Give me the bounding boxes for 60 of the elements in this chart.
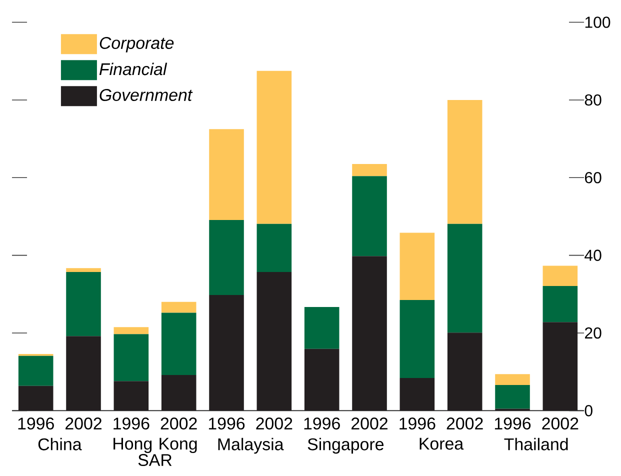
bar xyxy=(542,266,578,286)
bar xyxy=(161,374,196,411)
bar xyxy=(447,100,482,224)
text: Korea xyxy=(420,438,464,450)
bar xyxy=(114,381,149,411)
legend-label: Corporate xyxy=(100,37,174,52)
legend-label: Financial xyxy=(99,62,168,76)
bar xyxy=(114,327,149,334)
bar xyxy=(256,224,292,272)
x-tick-label: 2002 xyxy=(66,418,102,430)
bar xyxy=(161,302,196,313)
bar xyxy=(114,334,149,382)
x-tick-label: 1996 xyxy=(400,418,436,430)
text: Singapore xyxy=(308,438,384,454)
text: Thailand xyxy=(504,438,568,450)
legend-label: Government xyxy=(100,89,193,101)
bar xyxy=(400,232,435,300)
text: Hong Kong SAR xyxy=(114,438,197,466)
y-tick-label: 20 xyxy=(585,327,602,339)
y-tick-label: 100 xyxy=(585,16,610,28)
bar xyxy=(400,300,435,378)
x-tick-label: 2002 xyxy=(256,418,292,430)
bar xyxy=(18,386,54,411)
bar xyxy=(256,70,292,224)
y-tick-label: 0 xyxy=(584,405,592,416)
bar xyxy=(352,176,387,256)
bar xyxy=(400,378,435,411)
x-tick-label: 2002 xyxy=(446,418,483,430)
bar xyxy=(209,294,244,411)
bar xyxy=(495,385,530,409)
bar xyxy=(209,220,244,295)
bar xyxy=(161,312,196,375)
y-tick-label: 80 xyxy=(584,94,602,106)
x-tick-label: 1996 xyxy=(18,418,54,430)
y-tick-label: 40 xyxy=(584,250,602,261)
bar xyxy=(66,268,101,272)
bar xyxy=(542,322,578,411)
bar xyxy=(304,348,340,411)
bar xyxy=(447,224,482,333)
bar xyxy=(18,356,54,386)
text: China xyxy=(38,438,82,450)
bar xyxy=(209,129,244,220)
x-tick-label: 1996 xyxy=(208,418,245,430)
bar xyxy=(352,164,387,176)
bar xyxy=(495,374,530,386)
bar xyxy=(352,256,387,411)
bar xyxy=(447,332,482,411)
text: Malaysia xyxy=(218,438,284,454)
bar xyxy=(66,336,101,411)
bar xyxy=(542,286,578,322)
x-tick-label: 2002 xyxy=(352,418,388,430)
x-tick-label: 1996 xyxy=(494,418,531,430)
y-tick-label: 60 xyxy=(585,172,602,184)
bar xyxy=(256,272,292,411)
x-tick-label: 1996 xyxy=(304,418,340,430)
bar xyxy=(66,272,101,336)
x-tick-label: 1996 xyxy=(114,418,150,430)
bar xyxy=(304,306,340,349)
x-tick-label: 2002 xyxy=(160,418,197,430)
x-tick-label: 2002 xyxy=(542,418,578,430)
